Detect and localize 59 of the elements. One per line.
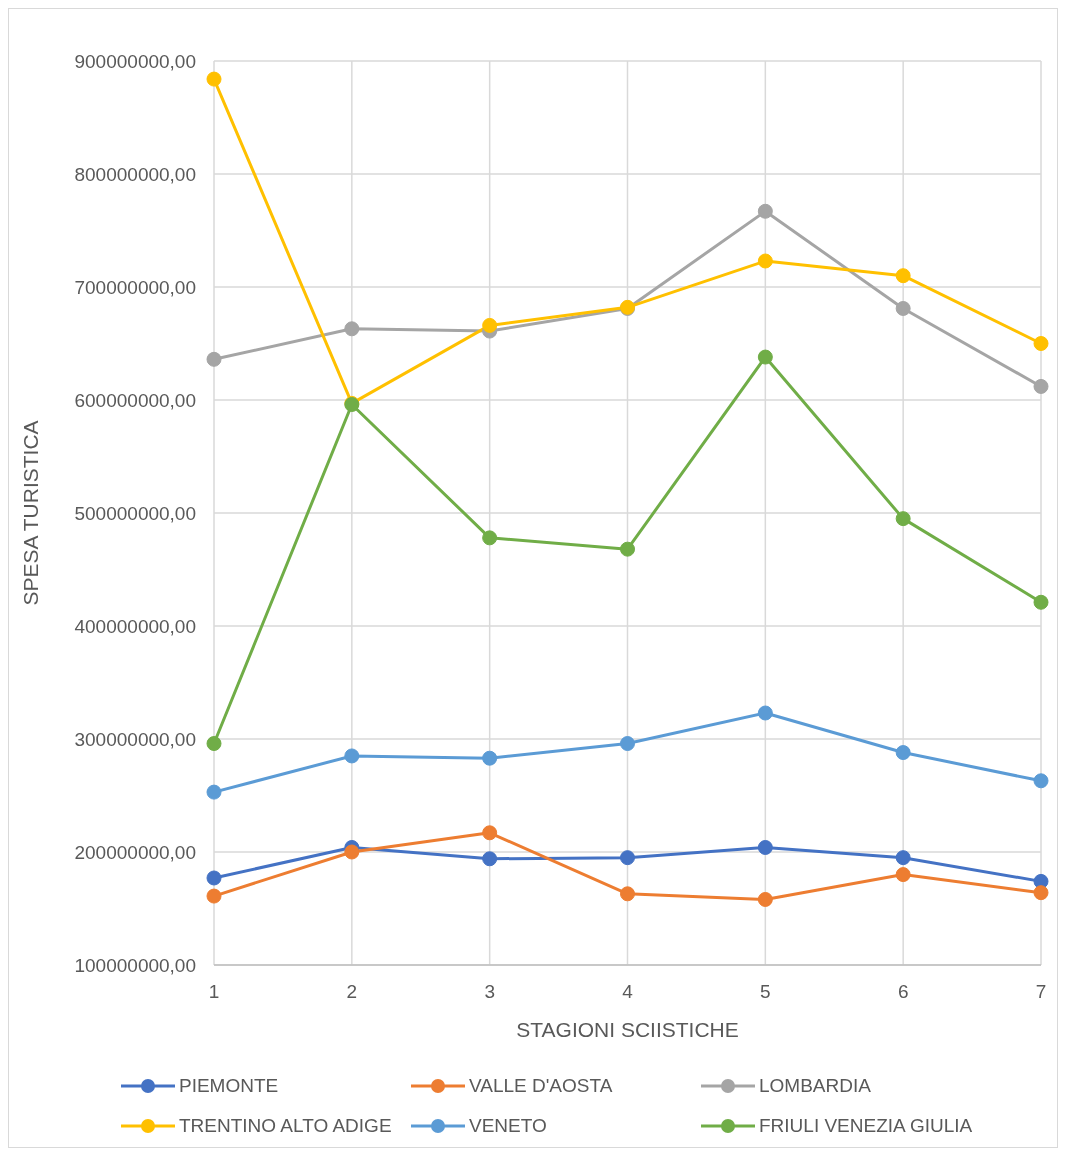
- point: [757, 839, 773, 855]
- x-tick-label: 4: [622, 981, 634, 1003]
- legend-label: VENETO: [469, 1115, 547, 1137]
- legend-label: VALLE D'AOSTA: [469, 1075, 613, 1097]
- point: [895, 850, 911, 866]
- x-tick-label: 2: [346, 981, 358, 1003]
- point: [482, 851, 498, 867]
- point: [895, 300, 911, 316]
- point: [1033, 336, 1049, 351]
- point: [895, 745, 911, 761]
- point: [344, 321, 360, 337]
- point: [482, 750, 498, 766]
- point: [620, 736, 635, 752]
- point: [757, 349, 773, 365]
- point: [206, 736, 222, 752]
- x-tick-label: 6: [897, 981, 909, 1003]
- point: [1033, 594, 1049, 610]
- point: [757, 705, 773, 721]
- y-tick-label: 600000000,00: [74, 389, 196, 411]
- x-tick-label: 5: [760, 981, 771, 1003]
- legend-label: LOMBARDIA: [759, 1075, 871, 1097]
- x-tick-label: 1: [208, 981, 220, 1003]
- legend-label: PIEMONTE: [179, 1075, 279, 1097]
- point: [757, 203, 773, 219]
- x-tick-label: 7: [1035, 981, 1047, 1003]
- point: [895, 268, 911, 284]
- point: [206, 888, 222, 904]
- point: [344, 844, 360, 860]
- point: [206, 71, 222, 87]
- point: [620, 850, 635, 866]
- point: [757, 253, 773, 269]
- point: [1033, 378, 1049, 394]
- point: [482, 317, 498, 333]
- point: [757, 891, 773, 907]
- point: [482, 825, 498, 841]
- point: [206, 351, 222, 367]
- point: [206, 784, 222, 800]
- y-tick-label: 900000000,00: [74, 50, 196, 72]
- point: [620, 886, 635, 902]
- y-tick-label: 800000000,00: [74, 163, 196, 185]
- point: [206, 870, 222, 886]
- point: [620, 541, 635, 557]
- point: [895, 867, 911, 883]
- point: [1033, 885, 1049, 901]
- legend-label: TRENTINO ALTO ADIGE: [179, 1115, 392, 1137]
- point: [344, 748, 360, 764]
- y-tick-label: 700000000,00: [74, 276, 196, 298]
- x-tick-label: 3: [484, 981, 495, 1003]
- y-tick-label: 100000000,00: [74, 954, 196, 976]
- point: [482, 530, 498, 546]
- y-tick-label: 400000000,00: [74, 615, 196, 637]
- point: [895, 511, 911, 527]
- y-tick-label: 200000000,00: [74, 841, 196, 863]
- y-axis-title: SPESA TURISTICA: [19, 420, 43, 606]
- point: [1033, 773, 1049, 789]
- x-axis-title: STAGIONI SCIISTICHE: [516, 1018, 739, 1041]
- legend-label: FRIULI VENEZIA GIULIA: [759, 1115, 973, 1137]
- y-tick-label: 300000000,00: [74, 728, 196, 750]
- y-tick-label: 500000000,00: [74, 502, 196, 524]
